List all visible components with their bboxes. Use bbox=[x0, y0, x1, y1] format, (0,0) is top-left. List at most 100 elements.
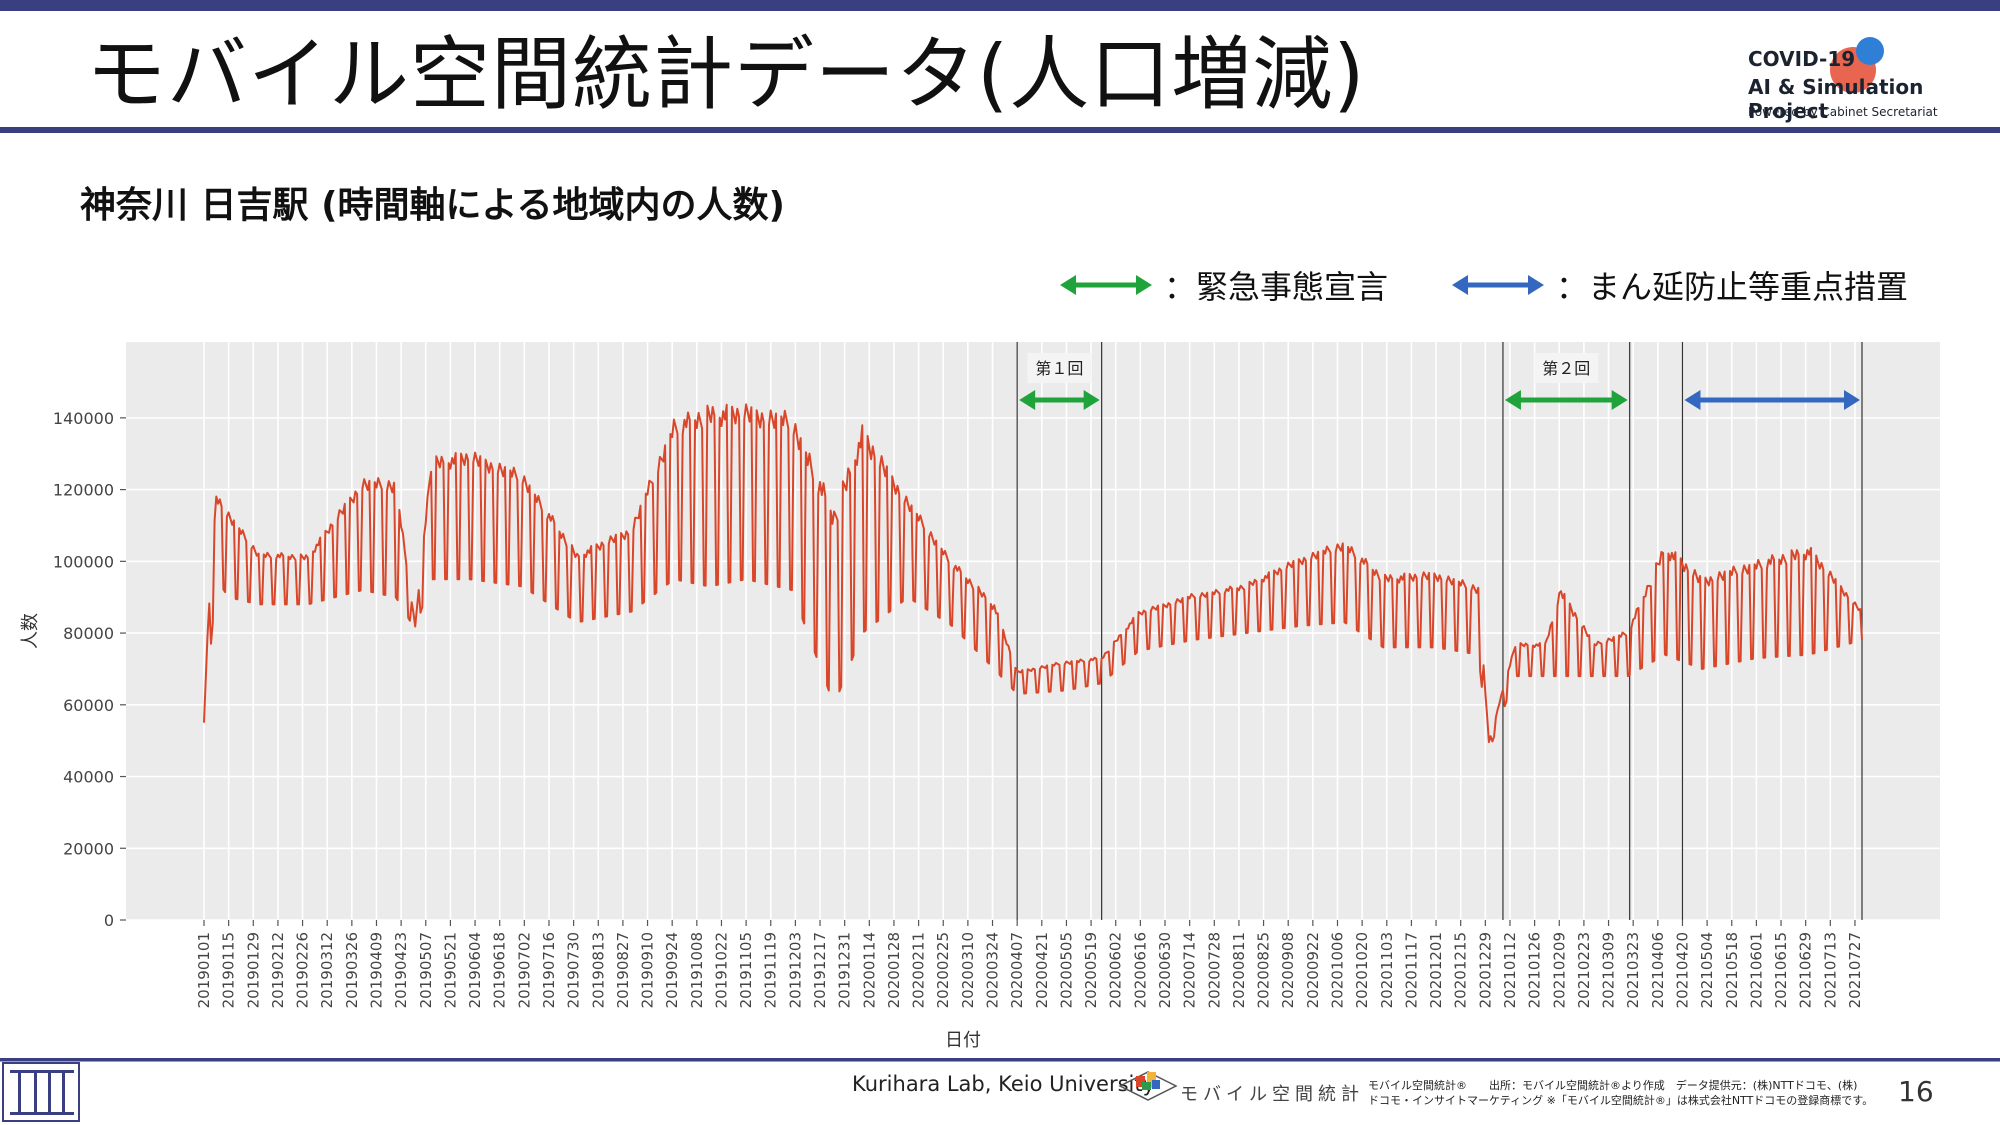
x-tick-label: 20201229 bbox=[1476, 932, 1494, 1008]
x-axis-title: 日付 bbox=[945, 1030, 981, 1051]
x-tick-label: 20210504 bbox=[1698, 932, 1716, 1008]
x-tick-label: 20200211 bbox=[910, 932, 928, 1008]
mobile-stats-logo-text: モバイル空間統計 bbox=[1180, 1084, 1364, 1105]
top-accent-bar bbox=[0, 0, 2000, 11]
population-line-chart: 020000400006000080000100000120000140000 … bbox=[20, 342, 1940, 1051]
x-tick-label: 20210126 bbox=[1526, 932, 1544, 1008]
period-label-box bbox=[1027, 353, 1092, 383]
x-tick-label: 20200324 bbox=[984, 932, 1002, 1008]
footer-lab-name: Kurihara Lab, Keio University bbox=[852, 1072, 1156, 1096]
credit-line-1: モバイル空間統計® 出所：モバイル空間統計®より作成 データ提供元：(株)NTT… bbox=[1368, 1079, 1858, 1092]
x-tick-label: 20190716 bbox=[540, 932, 558, 1008]
x-tick-label: 20191203 bbox=[786, 932, 804, 1008]
period-label: 第１回 bbox=[1035, 359, 1083, 378]
x-tick-label: 20190212 bbox=[269, 932, 287, 1008]
page-number: 16 bbox=[1898, 1075, 1934, 1108]
x-tick-label: 20200602 bbox=[1107, 932, 1125, 1008]
x-tick-label: 20200407 bbox=[1008, 932, 1026, 1008]
x-tick-label: 20191022 bbox=[712, 932, 730, 1008]
period-label-box bbox=[1534, 353, 1599, 383]
title-bar: モバイル空間統計データ(人口増減) COVID-19 AI & Simulati… bbox=[0, 11, 2000, 127]
x-tick-label: 20201215 bbox=[1452, 932, 1470, 1008]
plot-background bbox=[126, 342, 1940, 920]
grid-lines bbox=[126, 342, 1940, 921]
x-tick-label: 20191008 bbox=[688, 932, 706, 1008]
x-tick-label: 20190423 bbox=[392, 932, 410, 1008]
period-emergency: 第１回 bbox=[1016, 342, 1103, 920]
x-tick-label: 20200714 bbox=[1181, 932, 1199, 1008]
x-tick-label: 20210309 bbox=[1600, 932, 1618, 1008]
period-priority bbox=[1681, 342, 1863, 920]
x-tick-label: 20200922 bbox=[1304, 932, 1322, 1008]
x-tick-label: 20210112 bbox=[1501, 932, 1519, 1008]
x-tick-label: 20190618 bbox=[491, 932, 509, 1008]
x-tick-label: 20201201 bbox=[1427, 932, 1445, 1008]
x-tick-label: 20190521 bbox=[441, 932, 459, 1008]
x-tick-label: 20210601 bbox=[1747, 932, 1765, 1008]
x-tick-label: 20200519 bbox=[1082, 932, 1100, 1008]
x-tick-label: 20200630 bbox=[1156, 932, 1174, 1008]
y-tick-label: 40000 bbox=[63, 768, 114, 787]
x-tick-label: 20201117 bbox=[1402, 932, 1420, 1008]
x-tick-label: 20200505 bbox=[1057, 932, 1075, 1008]
period-label: 第２回 bbox=[1542, 359, 1590, 378]
data-credit: モバイル空間統計® 出所：モバイル空間統計®より作成 データ提供元：(株)NTT… bbox=[1368, 1078, 1873, 1108]
period-arrowhead-right bbox=[1611, 390, 1628, 410]
declaration-periods: 第１回 第２回 bbox=[1016, 342, 1863, 920]
credit-line-2: ドコモ・インサイトマーケティング ※「モバイル空間統計®」は株式会社NTTドコモ… bbox=[1368, 1094, 1874, 1107]
slide-title: モバイル空間統計データ(人口増減) bbox=[86, 28, 1366, 121]
y-tick-label: 60000 bbox=[63, 696, 114, 715]
x-tick-label: 20190409 bbox=[367, 932, 385, 1008]
legend-blue-arrow-icon bbox=[1452, 275, 1544, 295]
period-arrowhead-left bbox=[1684, 390, 1701, 410]
x-tick-label: 20210420 bbox=[1673, 932, 1691, 1008]
x-tick-label: 20200811 bbox=[1230, 932, 1248, 1008]
x-tick-label: 20191231 bbox=[836, 932, 854, 1008]
y-tick-label: 100000 bbox=[53, 552, 114, 571]
x-tick-label: 20190924 bbox=[663, 932, 681, 1008]
x-tick-label: 20210323 bbox=[1624, 932, 1642, 1008]
x-tick-label: 20191217 bbox=[811, 932, 829, 1008]
x-tick-label: 20200128 bbox=[885, 932, 903, 1008]
x-tick-label: 20201103 bbox=[1378, 932, 1396, 1008]
x-tick-label: 20200310 bbox=[959, 932, 977, 1008]
x-tick-label: 20200225 bbox=[934, 932, 952, 1008]
y-tick-label: 20000 bbox=[63, 839, 114, 858]
x-tick-label: 20200728 bbox=[1205, 932, 1223, 1008]
period-arrowhead-right bbox=[1083, 390, 1100, 410]
x-tick-label: 20190115 bbox=[220, 932, 238, 1008]
x-tick-label: 20200114 bbox=[860, 932, 878, 1008]
y-tick-label: 140000 bbox=[53, 409, 114, 428]
period-arrowhead-left bbox=[1504, 390, 1521, 410]
logo-line1: COVID-19 bbox=[1748, 47, 1856, 71]
logo-line2: AI & Simulation Project bbox=[1748, 75, 1924, 123]
x-tick-label: 20191119 bbox=[762, 932, 780, 1008]
x-tick-label: 20190129 bbox=[244, 932, 262, 1008]
x-tick-label: 20210727 bbox=[1846, 932, 1864, 1008]
y-tick-label: 0 bbox=[104, 911, 114, 930]
legend-priority: ：まん延防止等重点措置 bbox=[1452, 262, 1972, 312]
x-tick-label: 20210223 bbox=[1575, 932, 1593, 1008]
x-tick-label: 20201020 bbox=[1353, 932, 1371, 1008]
x-tick-label: 20200908 bbox=[1279, 932, 1297, 1008]
y-axis: 0 20000 40000 60000 80000 100000 120000 140000 bbox=[53, 409, 126, 930]
x-tick-label: 20190326 bbox=[343, 932, 361, 1008]
x-tick-label: 20190312 bbox=[318, 932, 336, 1008]
footer-divider-thin bbox=[0, 1061, 2000, 1062]
x-tick-label: 20190101 bbox=[195, 932, 213, 1008]
x-tick-label: 20190730 bbox=[565, 932, 583, 1008]
x-tick-label: 20190604 bbox=[466, 932, 484, 1008]
logo-blue-circle-icon bbox=[1856, 37, 1884, 65]
x-tick-label: 20200616 bbox=[1131, 932, 1149, 1008]
x-tick-label: 20190226 bbox=[294, 932, 312, 1008]
period-arrowhead-left bbox=[1019, 390, 1036, 410]
x-tick-label: 20190910 bbox=[639, 932, 657, 1008]
legend-emergency: ：緊急事態宣言 bbox=[1060, 262, 1420, 312]
mobile-stats-cube-icon bbox=[1118, 1071, 1178, 1101]
x-tick-label: 20210406 bbox=[1649, 932, 1667, 1008]
x-tick-label: 20210615 bbox=[1772, 932, 1790, 1008]
x-tick-label: 20210209 bbox=[1550, 932, 1568, 1008]
x-tick-label: 20200825 bbox=[1255, 932, 1273, 1008]
university-logo-icon bbox=[2, 1062, 80, 1122]
title-divider bbox=[0, 127, 2000, 133]
